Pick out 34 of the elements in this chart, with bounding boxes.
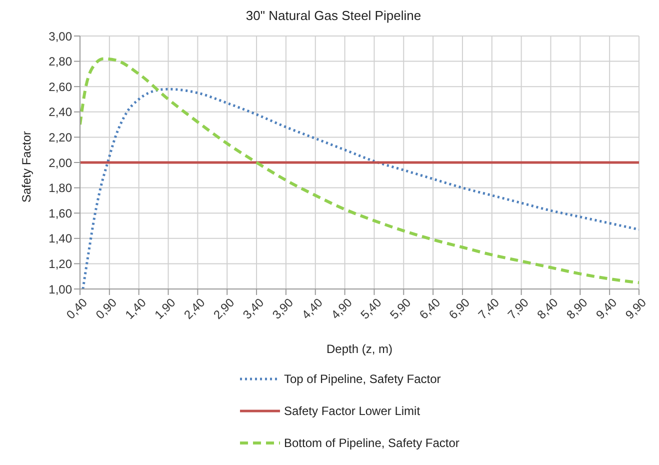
chart-title: 30" Natural Gas Steel Pipeline [244, 8, 422, 25]
y-tick-label: 1,20 [48, 256, 72, 271]
y-tick-label: 2,80 [48, 54, 72, 69]
x-tick-label: 9,40 [593, 295, 620, 322]
y-tick-label: 1,80 [48, 181, 72, 196]
y-tick-label: 1,40 [48, 232, 72, 246]
y-tick-label: 2,60 [48, 80, 72, 94]
line-series [80, 57, 639, 284]
legend-label: Bottom of Pipeline, Safety Factor [284, 436, 460, 450]
x-tick-label: 5,40 [358, 295, 384, 322]
legend-label: Top of Pipeline, Safety Factor [284, 372, 441, 386]
x-tick-label: 4,40 [298, 295, 326, 322]
x-tick-label: 6,90 [446, 295, 473, 322]
x-tick-label: 7,40 [476, 295, 502, 322]
y-tick-label: 2,00 [48, 156, 72, 170]
x-tick-label: 9,90 [622, 295, 650, 322]
x-tick-label: 8,40 [534, 295, 561, 322]
x-tick-label: 3,90 [270, 295, 296, 322]
x-tick-label: 7,90 [504, 295, 532, 322]
y-tick-label: 1,00 [48, 282, 72, 296]
y-axis-title: Safety Factor [19, 131, 34, 202]
x-tick-label: 8,90 [564, 295, 590, 322]
x-tick-label: 3,40 [240, 295, 267, 322]
x-axis-title: Depth (z, m) [326, 342, 393, 356]
x-tick-label: 4,90 [328, 295, 356, 322]
legend-label: Safety Factor Lower Limit [284, 404, 420, 418]
x-tick-label: 0,40 [64, 295, 90, 322]
x-tick-label: 0,90 [93, 295, 120, 322]
y-tick-label: 3,00 [48, 29, 72, 44]
y-tick-label: 2,40 [48, 105, 72, 120]
y-tick-label: 2,20 [48, 130, 72, 144]
y-tick-label: 1,60 [48, 206, 72, 220]
x-tick-label: 5,90 [387, 295, 414, 322]
x-tick-label: 6,40 [416, 295, 444, 322]
